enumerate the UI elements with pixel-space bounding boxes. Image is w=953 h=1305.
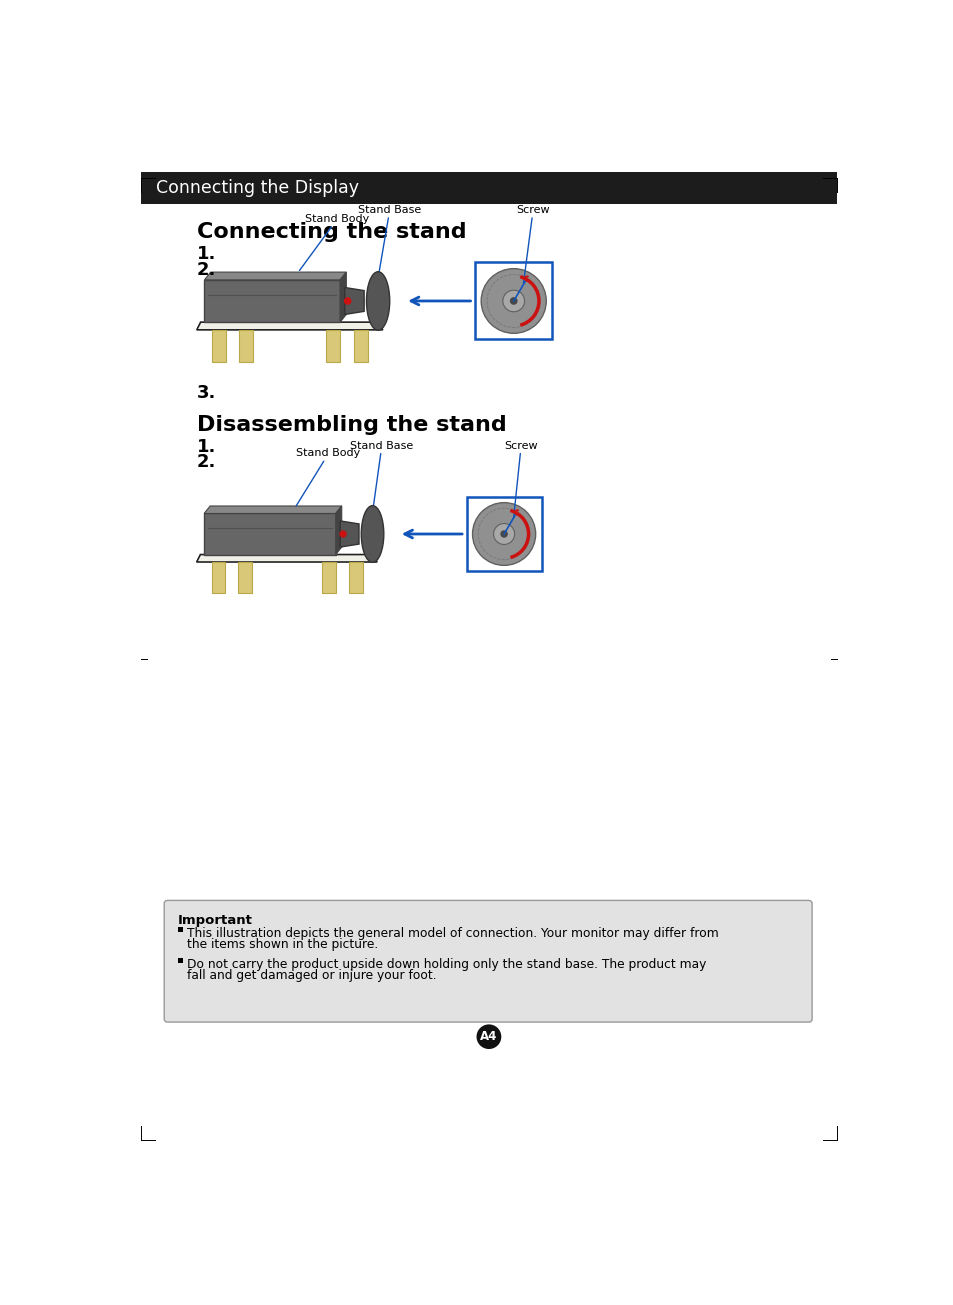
Bar: [237, 562, 252, 594]
Text: 2.: 2.: [196, 453, 216, 471]
Polygon shape: [344, 287, 364, 315]
Bar: [212, 562, 225, 594]
Polygon shape: [204, 273, 346, 279]
Circle shape: [499, 530, 507, 538]
Text: Do not carry the product upside down holding only the stand base. The product ma: Do not carry the product upside down hol…: [187, 958, 706, 971]
Text: Stand Base: Stand Base: [350, 441, 413, 513]
Text: Screw: Screw: [516, 205, 549, 283]
Polygon shape: [340, 273, 346, 322]
Bar: [322, 562, 335, 594]
Text: Disassembling the stand: Disassembling the stand: [196, 415, 506, 435]
Circle shape: [493, 523, 514, 544]
Text: the items shown in the picture.: the items shown in the picture.: [187, 938, 378, 951]
Circle shape: [502, 290, 524, 312]
Text: This illustration depicts the general model of connection. Your monitor may diff: This illustration depicts the general mo…: [187, 928, 719, 941]
Text: Stand Body: Stand Body: [299, 214, 369, 270]
Text: 2.: 2.: [196, 261, 216, 278]
Bar: [239, 330, 253, 363]
Text: Important: Important: [178, 915, 253, 928]
Text: 1.: 1.: [196, 245, 216, 264]
Text: fall and get damaged or injure your foot.: fall and get damaged or injure your foot…: [187, 968, 436, 981]
Bar: [466, 497, 541, 572]
Polygon shape: [204, 506, 341, 513]
Circle shape: [480, 269, 546, 333]
Circle shape: [476, 1024, 500, 1049]
Text: 1.: 1.: [196, 437, 216, 455]
Circle shape: [509, 298, 517, 305]
Bar: [349, 562, 362, 594]
Bar: [178, 928, 183, 932]
Polygon shape: [204, 279, 340, 322]
Polygon shape: [196, 555, 376, 562]
Bar: [141, 172, 836, 205]
Bar: [354, 330, 368, 363]
Bar: [178, 958, 183, 963]
Bar: [212, 330, 226, 363]
Polygon shape: [335, 506, 341, 555]
Text: A4: A4: [479, 1030, 497, 1043]
Polygon shape: [340, 521, 358, 547]
Circle shape: [344, 298, 351, 304]
Bar: [475, 262, 552, 339]
Polygon shape: [204, 513, 335, 555]
Ellipse shape: [361, 505, 383, 562]
Text: Connecting the Display: Connecting the Display: [156, 179, 359, 197]
Ellipse shape: [366, 271, 390, 330]
Text: Connecting the stand: Connecting the stand: [196, 222, 466, 241]
Polygon shape: [196, 322, 382, 330]
Circle shape: [472, 502, 536, 565]
FancyBboxPatch shape: [164, 900, 811, 1022]
Bar: [326, 330, 340, 363]
Text: Screw: Screw: [504, 441, 537, 518]
Text: Stand Base: Stand Base: [357, 205, 421, 278]
Text: Stand Body: Stand Body: [296, 449, 360, 506]
Circle shape: [339, 531, 346, 536]
Text: 3.: 3.: [196, 384, 216, 402]
